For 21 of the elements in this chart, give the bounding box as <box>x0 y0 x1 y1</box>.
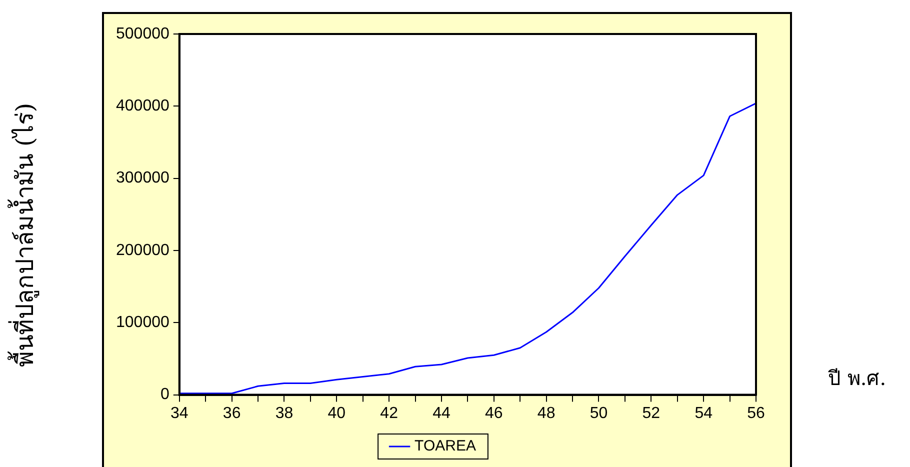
x-tick-label: 54 <box>694 404 713 422</box>
x-tick-label: 40 <box>328 404 346 422</box>
y-tick-label: 200000 <box>116 242 170 259</box>
y-tick-label: 500000 <box>116 25 170 42</box>
x-tick-label: 36 <box>222 404 241 422</box>
y-tick-label: 0 <box>160 386 170 404</box>
x-tick-label: 56 <box>747 404 765 422</box>
x-tick-label: 46 <box>485 404 503 422</box>
y-tick-label: 100000 <box>116 314 170 332</box>
y-axis-title: พื้นที่ปลูกปาล์มน้ำมัน (ไร่) <box>10 102 40 370</box>
x-tick-label: 38 <box>275 404 294 422</box>
legend-label: TOAREA <box>414 438 476 455</box>
x-tick-label: 34 <box>170 404 188 422</box>
x-tick-label: 52 <box>642 404 660 422</box>
x-tick-label: 42 <box>380 404 398 422</box>
x-tick-label: 44 <box>432 404 450 422</box>
y-tick-label: 300000 <box>116 170 170 187</box>
y-tick-label: 400000 <box>116 98 170 115</box>
x-tick-label: 50 <box>590 404 608 422</box>
x-tick-label: 48 <box>537 404 556 422</box>
x-axis-title: ปี พ.ศ. <box>828 365 886 392</box>
